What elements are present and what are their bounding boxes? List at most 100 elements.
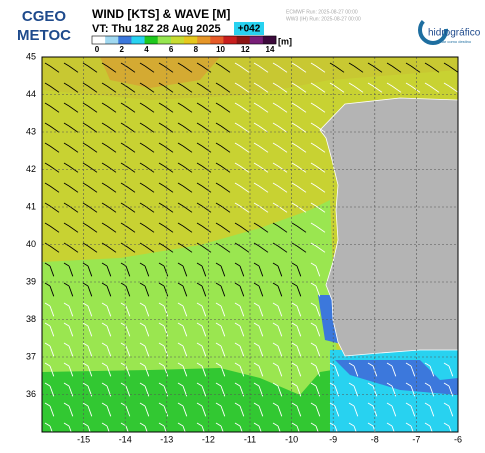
wind-barb <box>49 285 55 297</box>
wind-barb <box>101 122 108 127</box>
wind-barb <box>239 105 250 113</box>
wind-barb <box>139 362 146 367</box>
wind-barb <box>291 282 298 287</box>
wind-barb <box>410 85 421 93</box>
wind-barb <box>448 65 458 73</box>
y-tick-label: 41 <box>26 201 36 211</box>
wind-barb <box>215 82 222 87</box>
wind-barb <box>310 82 317 87</box>
wind-barb <box>106 265 112 277</box>
wind-barb <box>291 162 298 167</box>
wind-barb <box>310 362 317 367</box>
wind-barb <box>315 325 321 337</box>
wind-barb <box>315 105 326 113</box>
colorbar-unit: [m] <box>278 36 292 46</box>
wind-barb <box>63 102 70 107</box>
wind-barb <box>87 245 98 253</box>
wind-barb <box>49 165 60 173</box>
wind-barb <box>49 345 55 357</box>
wind-barb <box>144 265 150 277</box>
x-tick-label: -12 <box>202 434 215 444</box>
wind-barb <box>125 85 136 93</box>
x-tick-label: -7 <box>412 434 420 444</box>
wind-barb <box>424 62 431 67</box>
wind-barb <box>139 322 146 327</box>
wind-barb <box>291 102 298 107</box>
wind-barb <box>315 265 321 277</box>
wind-barb <box>220 425 224 432</box>
wind-barb <box>429 85 440 93</box>
wind-barb <box>220 245 231 253</box>
wind-barb <box>201 245 212 253</box>
wind-barb <box>201 185 212 193</box>
wind-barb <box>63 62 70 67</box>
wind-barb <box>272 82 279 87</box>
wind-barb <box>101 302 108 307</box>
wind-barb <box>63 182 70 187</box>
wind-barb <box>329 362 336 367</box>
wind-barb <box>310 282 317 287</box>
wind-barb <box>272 222 279 227</box>
wind-barb <box>272 282 279 287</box>
wind-barb <box>220 145 231 153</box>
wind-barb <box>315 245 326 253</box>
model-run: ECMWF Run: 2025-08-27 00:00 <box>286 9 358 15</box>
logo-right: hidrográfico <box>428 28 481 39</box>
y-tick-label: 44 <box>26 89 36 99</box>
wind-barb <box>68 145 79 153</box>
wind-barb <box>82 142 89 147</box>
wind-barb <box>315 205 326 213</box>
wind-barb <box>429 365 435 377</box>
wind-barb <box>277 265 283 277</box>
wind-barb <box>158 102 165 107</box>
wind-barb <box>424 422 431 427</box>
wind-barb <box>163 65 174 73</box>
wind-barb <box>253 322 260 327</box>
wind-barb <box>405 362 412 367</box>
wind-barb <box>196 82 203 87</box>
wind-barb <box>220 325 226 337</box>
wind-barb <box>405 402 412 407</box>
lead: +042 <box>238 24 261 35</box>
wind-barb <box>163 345 169 357</box>
wind-barbs <box>44 62 458 432</box>
wind-barb <box>272 302 279 307</box>
wind-barb <box>448 85 458 93</box>
wind-barb <box>220 65 231 73</box>
wind-barb <box>177 382 184 387</box>
colorbar-tick-label: 2 <box>119 45 124 54</box>
wind-barb <box>44 182 51 187</box>
y-tick-label: 37 <box>26 351 36 361</box>
wind-barb <box>87 85 98 93</box>
wind-barb <box>315 345 321 357</box>
wind-barb <box>215 202 222 207</box>
wind-barb <box>310 382 317 387</box>
wind-barb <box>215 322 222 327</box>
wind-barb <box>68 325 74 337</box>
wind-barb <box>106 85 117 93</box>
wind-barb <box>196 342 203 347</box>
colorbar-bin <box>262 36 277 44</box>
wind-barb <box>291 262 298 267</box>
wind-barb <box>158 202 165 207</box>
wind-barb <box>291 382 298 387</box>
x-tick-label: -9 <box>329 434 337 444</box>
wind-barb <box>182 145 193 153</box>
wind-barb <box>177 222 184 227</box>
wind-barb <box>87 105 98 113</box>
wind-barb <box>277 185 288 193</box>
wind-barb <box>68 65 79 73</box>
wind-barb <box>49 385 55 397</box>
wind-barb <box>239 425 243 432</box>
wind-barb <box>348 362 355 367</box>
colorbar-bin <box>236 36 251 44</box>
wind-barb <box>215 262 222 267</box>
wind-barb <box>82 122 89 127</box>
wind-barb <box>253 222 260 227</box>
wind-barb <box>386 62 393 67</box>
wind-barb <box>443 82 450 87</box>
wind-barb <box>410 365 416 377</box>
wind-barb <box>386 422 393 427</box>
wind-barb <box>139 422 146 427</box>
